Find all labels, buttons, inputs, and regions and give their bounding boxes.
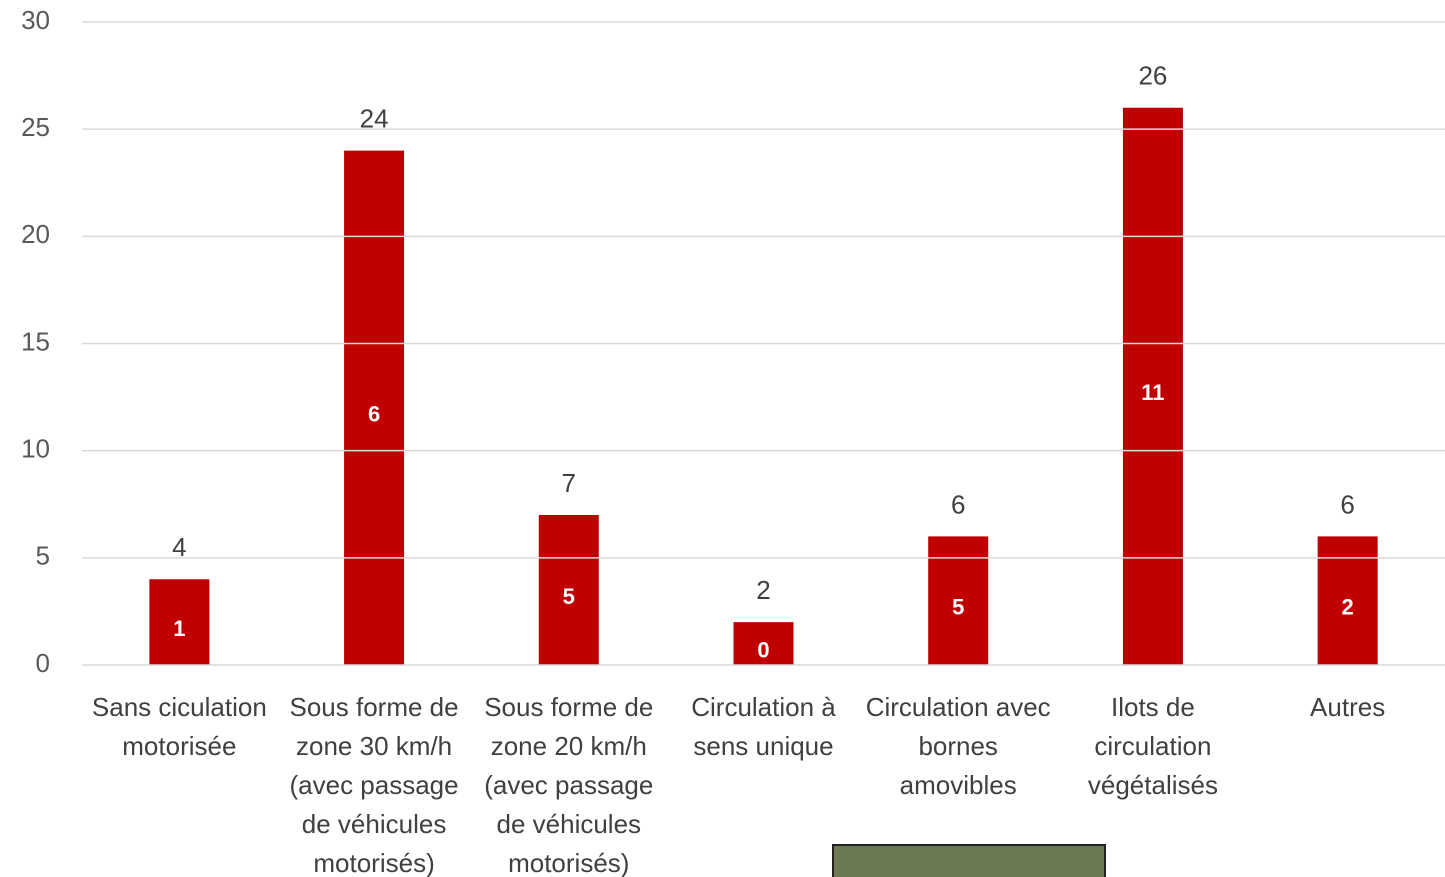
y-tick-label: 10 [21, 434, 50, 464]
x-tick-label: Sous forme de zone 20 km/h (avec passage… [484, 692, 654, 877]
inner-label: 11 [1141, 380, 1164, 405]
value-label: 26 [1138, 61, 1167, 91]
value-label: 6 [1340, 489, 1354, 519]
value-label: 7 [562, 468, 576, 498]
inner-label: 5 [563, 584, 575, 609]
y-tick-label: 0 [36, 648, 50, 678]
photo [832, 844, 1106, 877]
x-tick-label: Sans ciculation motorisée [91, 692, 267, 761]
bar [538, 514, 599, 665]
bar [149, 579, 210, 665]
inner-label: 0 [757, 637, 769, 662]
y-tick-label: 20 [21, 219, 50, 249]
inner-label: 6 [368, 402, 380, 427]
y-tick-label: 25 [21, 112, 50, 142]
y-tick-label: 5 [36, 541, 50, 571]
x-tick-label: Ilots de circulation végétalisés [1087, 692, 1218, 800]
x-tick-label: Circulation à sens unique [691, 692, 836, 761]
inner-label: 1 [173, 616, 185, 641]
value-label: 2 [756, 575, 770, 605]
inner-label: 5 [952, 595, 964, 620]
x-tick-label: Sous forme de zone 30 km/h (avec passage… [289, 692, 459, 877]
value-label: 24 [360, 103, 389, 133]
bar [733, 622, 794, 665]
x-tick-label: Autres [1310, 692, 1386, 722]
y-tick-label: 30 [21, 5, 50, 35]
inner-label: 2 [1342, 595, 1354, 620]
x-tick-label: Circulation avec bornes amovibles [865, 692, 1051, 800]
value-label: 4 [172, 532, 186, 562]
y-tick-label: 15 [21, 326, 50, 356]
bar [1122, 107, 1183, 665]
value-label: 6 [951, 489, 965, 519]
